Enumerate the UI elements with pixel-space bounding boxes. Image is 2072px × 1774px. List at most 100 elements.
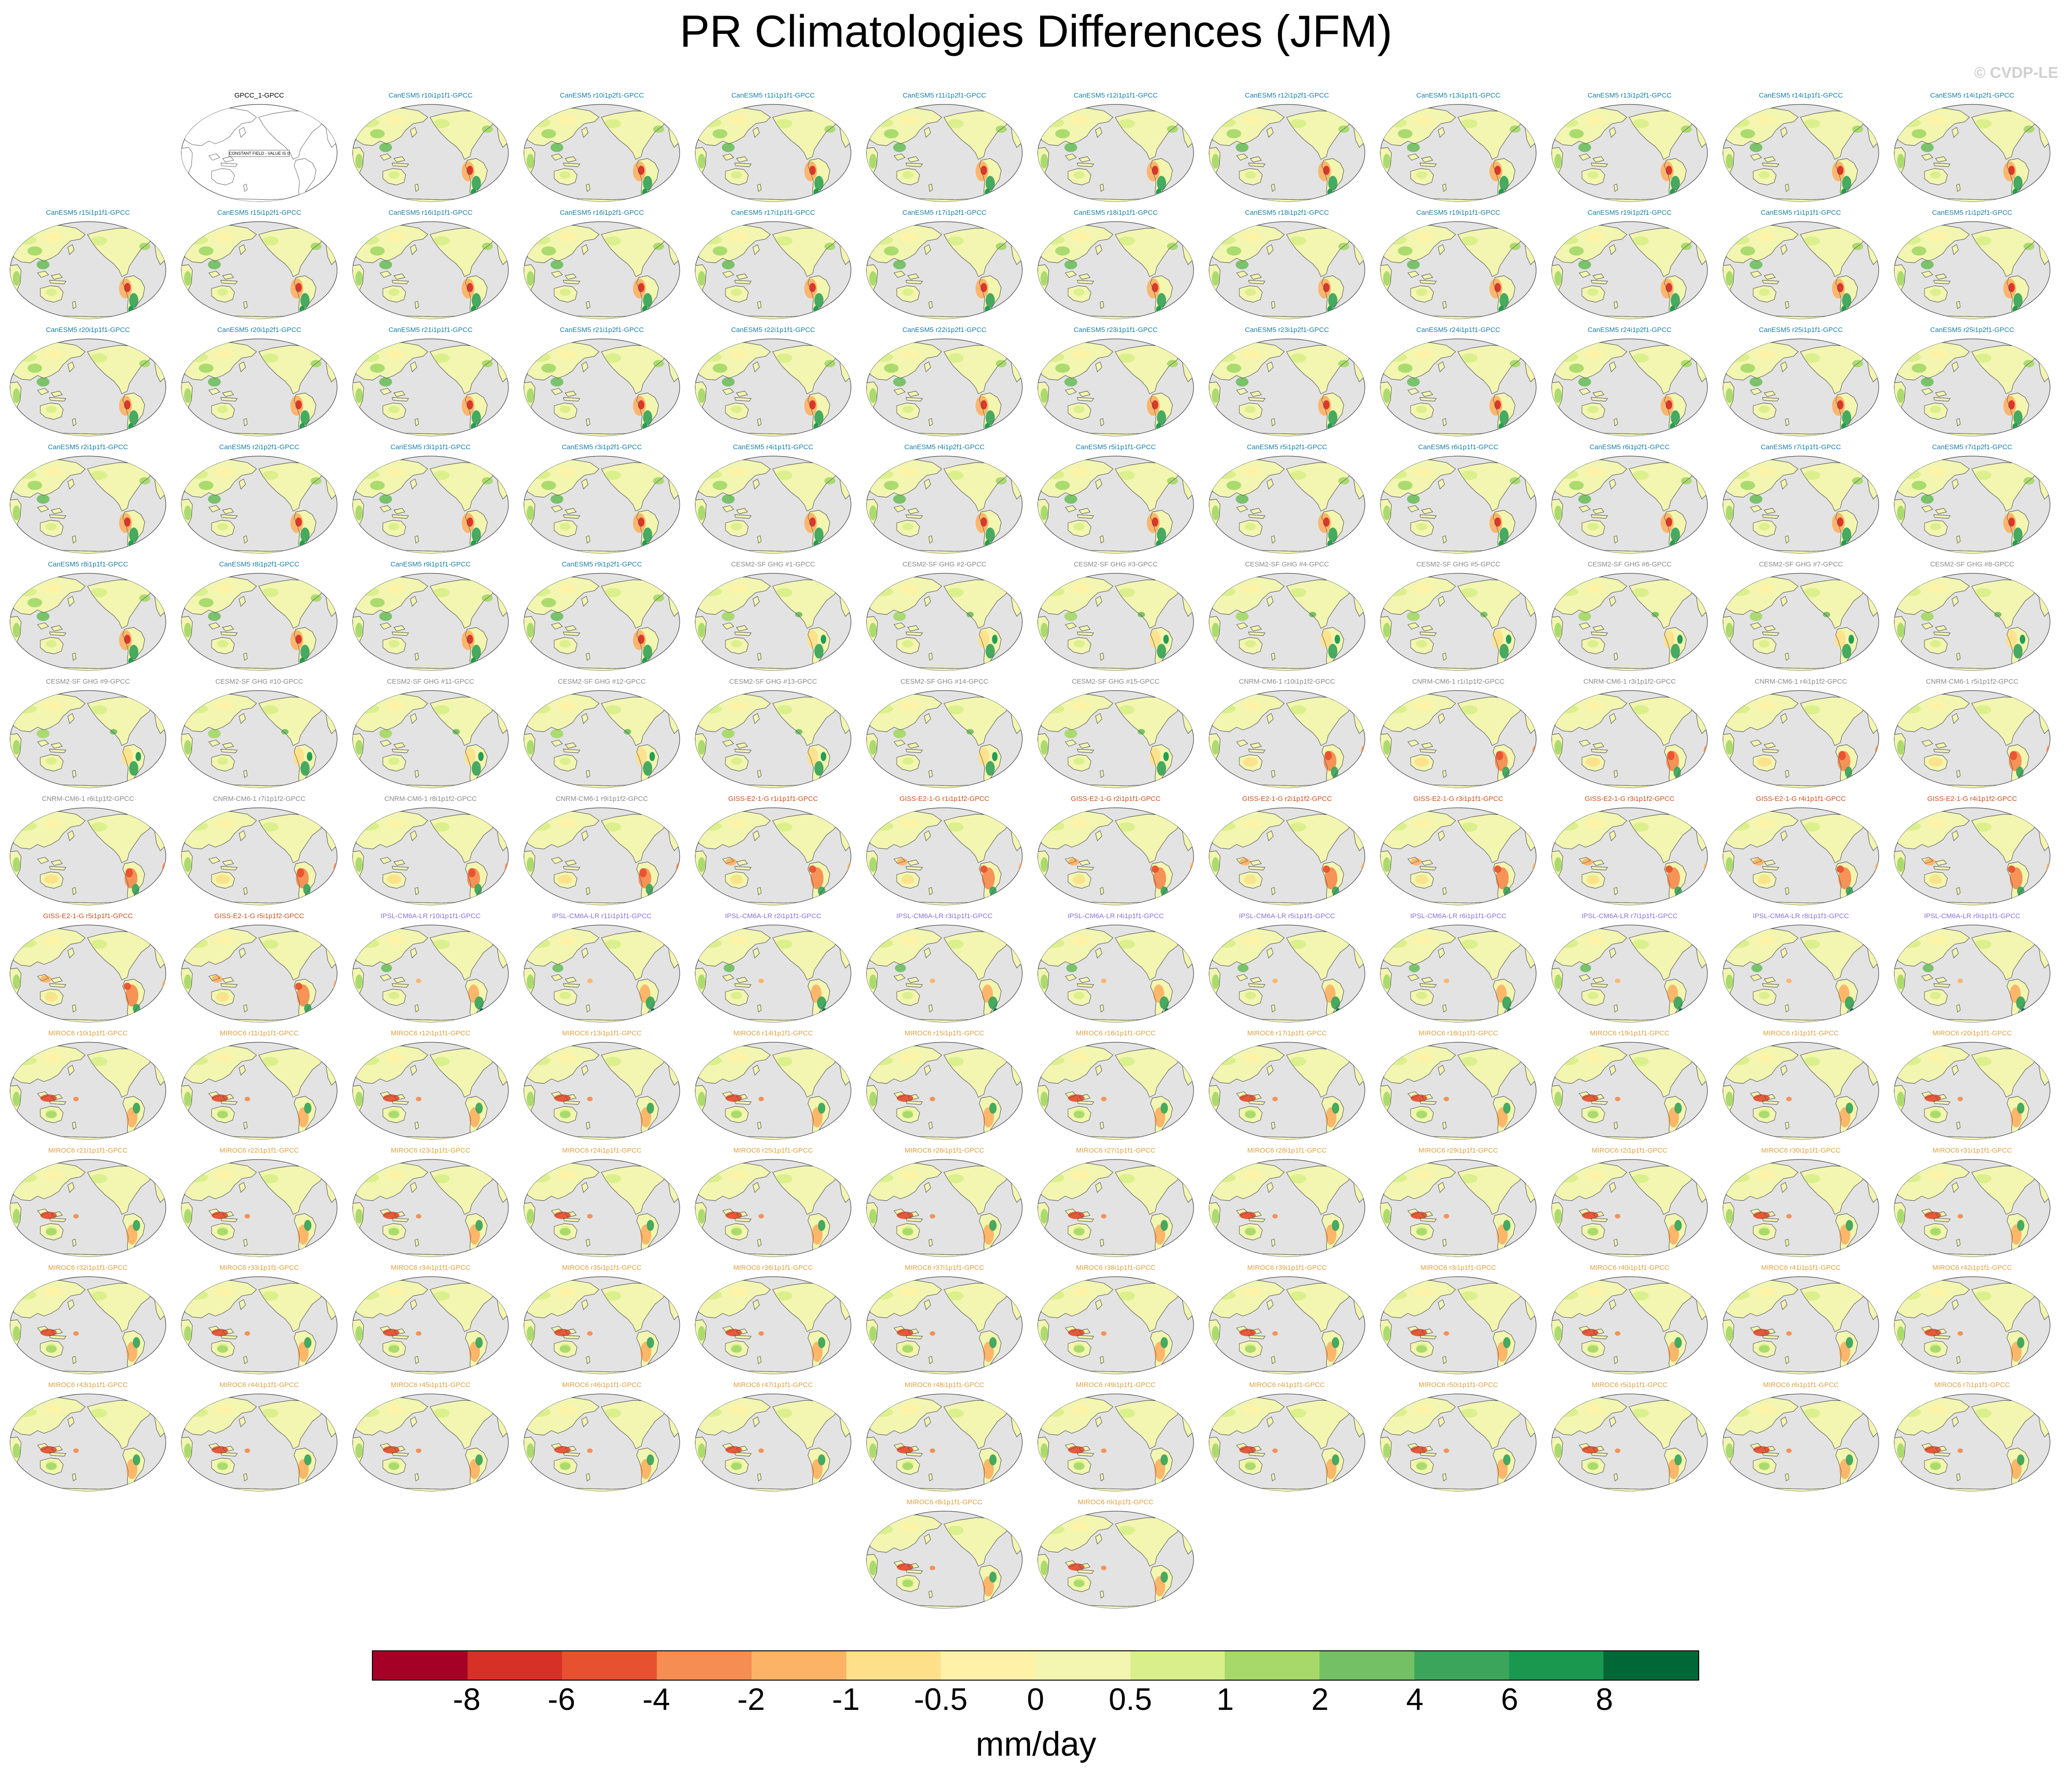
- anomaly-patch: [1757, 233, 1775, 242]
- anomaly-patch: [1480, 612, 1488, 617]
- anomaly-patch: [587, 1331, 593, 1336]
- anomaly-patch: [1957, 1214, 1963, 1219]
- anomaly-patch: [132, 884, 139, 895]
- coastline: [1924, 403, 1948, 420]
- map-panel: CanESM5 r24i1p1f1-GPCC: [1378, 326, 1539, 440]
- anomaly-patch: [869, 271, 877, 286]
- coastline: [905, 280, 923, 284]
- map-panel: CanESM5 r20i1p2f1-GPCC: [179, 326, 340, 440]
- anomaly-patch: [215, 233, 234, 242]
- anomaly-patch: [900, 1170, 919, 1180]
- coastline: [1095, 479, 1102, 490]
- coastline: [1510, 223, 1529, 236]
- land-region: [1681, 457, 1701, 470]
- coastline: [211, 285, 235, 303]
- coastline: [1339, 1161, 1358, 1174]
- anomaly-patch: [1841, 306, 1847, 313]
- coastline: [1339, 340, 1358, 353]
- anomaly-patch: [1041, 1209, 1048, 1224]
- coastline: [563, 514, 580, 519]
- panel-title: CanESM5 r23i1p1f1-GPCC: [1074, 326, 1158, 334]
- anomaly-patch: [558, 584, 576, 593]
- anomaly-patch: [1415, 876, 1428, 884]
- anomaly-patch: [1587, 876, 1599, 884]
- anomaly-patch: [646, 884, 653, 895]
- map-panel: CanESM5 r10i1p1f1-GPCC: [350, 92, 511, 205]
- coastline: [1419, 397, 1437, 402]
- coastline: [1933, 397, 1951, 402]
- coastline: [1339, 1044, 1358, 1056]
- anomaly-patch: [1728, 235, 1750, 245]
- coastline: [1609, 127, 1616, 138]
- land-region: [1167, 340, 1187, 353]
- anomaly-patch: [1757, 350, 1775, 359]
- coastline: [1853, 1044, 1872, 1056]
- panel-title: MIROC6 r1i1p1f1-GPCC: [1763, 1029, 1839, 1037]
- anomaly-patch: [44, 819, 62, 828]
- anomaly-patch: [1243, 1053, 1261, 1062]
- world-map: [1894, 807, 2050, 905]
- land-region: [996, 926, 1015, 939]
- anomaly-patch: [370, 246, 385, 256]
- land-region: [220, 163, 238, 167]
- world-map: [1723, 221, 1879, 319]
- coastline: [222, 742, 234, 749]
- constant-field-box: [229, 150, 290, 157]
- anomaly-patch: [1759, 523, 1770, 530]
- world-map: [1037, 1159, 1194, 1257]
- land-region: [140, 1044, 159, 1056]
- panel-title: IPSL-CM6A-LR r3i1p1f1-GPCC: [896, 912, 993, 920]
- anomaly-patch: [15, 1290, 37, 1300]
- anomaly-patch: [1150, 747, 1161, 766]
- anomaly-patch: [1632, 471, 1649, 480]
- anomaly-patch: [472, 410, 481, 425]
- coastline: [1609, 830, 1616, 841]
- anomaly-patch: [1064, 612, 1077, 621]
- coastline: [1065, 505, 1077, 512]
- land-region: [482, 926, 502, 939]
- coastline: [1236, 388, 1248, 395]
- anomaly-patch: [527, 1092, 534, 1106]
- coastline: [392, 397, 409, 402]
- anomaly-patch: [91, 822, 107, 832]
- coastline: [1068, 403, 1091, 420]
- land-region: [825, 809, 844, 822]
- anomaly-patch: [698, 506, 705, 520]
- anomaly-patch: [713, 481, 727, 490]
- anomaly-patch: [1407, 495, 1420, 504]
- anomaly-patch: [893, 729, 906, 738]
- anomaly-patch: [947, 236, 964, 245]
- land-region: [996, 575, 1015, 588]
- coastline: [1780, 596, 1788, 607]
- coastline: [311, 1161, 330, 1174]
- land-region: [1853, 926, 1872, 939]
- coastline: [1581, 403, 1605, 420]
- world-map: [1723, 456, 1879, 554]
- anomaly-patch: [993, 1008, 998, 1016]
- land-region: [482, 223, 502, 236]
- world-map: [695, 925, 851, 1023]
- coastline: [67, 361, 75, 372]
- land-region: [996, 809, 1015, 822]
- panel-title: CanESM5 r7i1p2f1-GPCC: [1932, 443, 2012, 451]
- coastline: [1750, 271, 1762, 278]
- anomaly-patch: [1728, 1056, 1750, 1065]
- coastline: [72, 653, 76, 661]
- anomaly-patch: [1587, 171, 1598, 179]
- land-region: [996, 457, 1015, 470]
- anomaly-patch: [44, 875, 59, 884]
- anomaly-patch: [884, 129, 899, 138]
- panel-title: CanESM5 r9i1p2f1-GPCC: [562, 560, 642, 568]
- coastline: [72, 770, 76, 778]
- map-panel: CanESM5 r8i1p1f1-GPCC: [7, 560, 169, 674]
- anomaly-patch: [2012, 540, 2018, 548]
- anomaly-patch: [1323, 865, 1330, 873]
- panel-title: CanESM5 r10i1p2f1-GPCC: [560, 92, 644, 99]
- world-map: [10, 338, 166, 436]
- anomaly-patch: [433, 354, 450, 363]
- map-panel: MIROC6 r23i1p1f1-GPCC: [350, 1147, 511, 1260]
- coastline: [654, 926, 673, 939]
- coastline: [414, 887, 419, 895]
- coastline: [996, 340, 1015, 353]
- coastline: [1236, 857, 1248, 864]
